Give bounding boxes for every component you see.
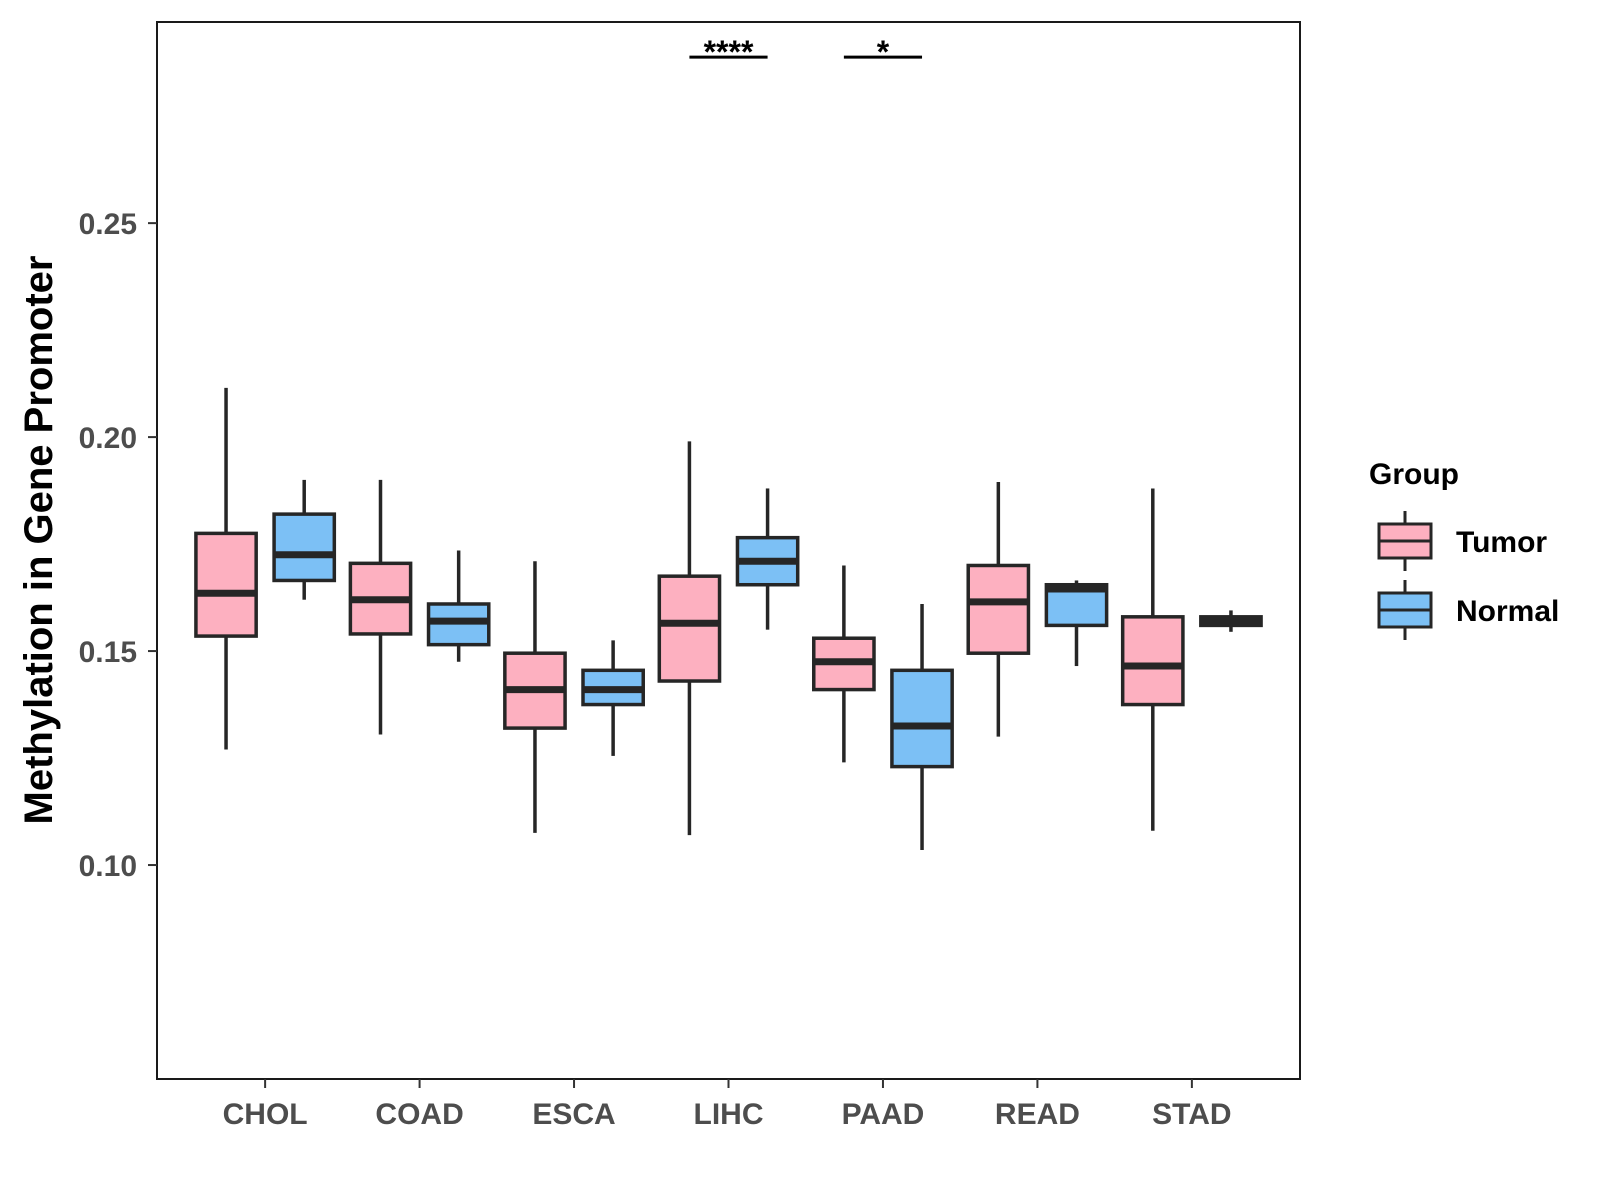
significance-label: **** bbox=[704, 34, 754, 70]
legend: Group Tumor Normal bbox=[1369, 458, 1559, 640]
x-tick-label: ESCA bbox=[532, 1098, 615, 1131]
legend-title: Group bbox=[1369, 458, 1459, 491]
box-layer bbox=[194, 387, 1263, 851]
legend-key-tumor: Tumor bbox=[1377, 511, 1547, 571]
legend-label: Normal bbox=[1456, 595, 1559, 628]
box-normal-chol bbox=[272, 479, 337, 600]
box-tumor-stad bbox=[1120, 488, 1185, 831]
x-tick-label: COAD bbox=[375, 1098, 463, 1131]
box-tumor-esca bbox=[503, 561, 567, 833]
x-tick-label: CHOL bbox=[223, 1098, 308, 1131]
box-normal-stad bbox=[1199, 610, 1263, 632]
y-axis: 0.10 0.15 0.20 0.25 bbox=[79, 208, 157, 883]
legend-label: Tumor bbox=[1456, 526, 1547, 559]
y-tick-label: 0.20 bbox=[79, 422, 137, 455]
box-body bbox=[272, 512, 337, 583]
x-tick-label: READ bbox=[995, 1098, 1080, 1131]
significance-layer: **** * bbox=[689, 34, 923, 70]
significance-label: * bbox=[877, 34, 890, 70]
legend-keys: Tumor Normal bbox=[1377, 511, 1559, 640]
legend-key-normal: Normal bbox=[1377, 580, 1559, 640]
x-axis: CHOL COAD ESCA LIHC PAAD READ STAD bbox=[223, 1079, 1232, 1131]
x-tick-label: PAAD bbox=[842, 1098, 925, 1131]
plot-panel bbox=[156, 21, 1301, 1080]
box-body bbox=[966, 563, 1031, 655]
box-body bbox=[890, 668, 954, 769]
y-axis-title: Methylation in Gene Promoter bbox=[17, 256, 61, 825]
box-tumor-paad bbox=[812, 565, 876, 763]
box-normal-read bbox=[1044, 580, 1109, 667]
box-tumor-lihc bbox=[657, 441, 722, 836]
box-tumor-coad bbox=[348, 479, 413, 735]
box-normal-esca bbox=[581, 640, 645, 756]
box-normal-lihc bbox=[735, 488, 800, 630]
box-body bbox=[657, 574, 722, 683]
x-tick-label: STAD bbox=[1152, 1098, 1231, 1131]
y-tick-label: 0.25 bbox=[79, 208, 137, 241]
box-tumor-chol bbox=[194, 387, 258, 750]
x-tick-label: LIHC bbox=[694, 1098, 764, 1131]
box-body bbox=[194, 531, 258, 638]
y-tick-label: 0.10 bbox=[79, 850, 137, 883]
y-tick-label: 0.15 bbox=[79, 636, 137, 669]
box-normal-coad bbox=[426, 550, 491, 662]
box-body bbox=[1120, 615, 1185, 707]
box-tumor-read bbox=[966, 482, 1031, 737]
box-normal-paad bbox=[890, 603, 954, 851]
